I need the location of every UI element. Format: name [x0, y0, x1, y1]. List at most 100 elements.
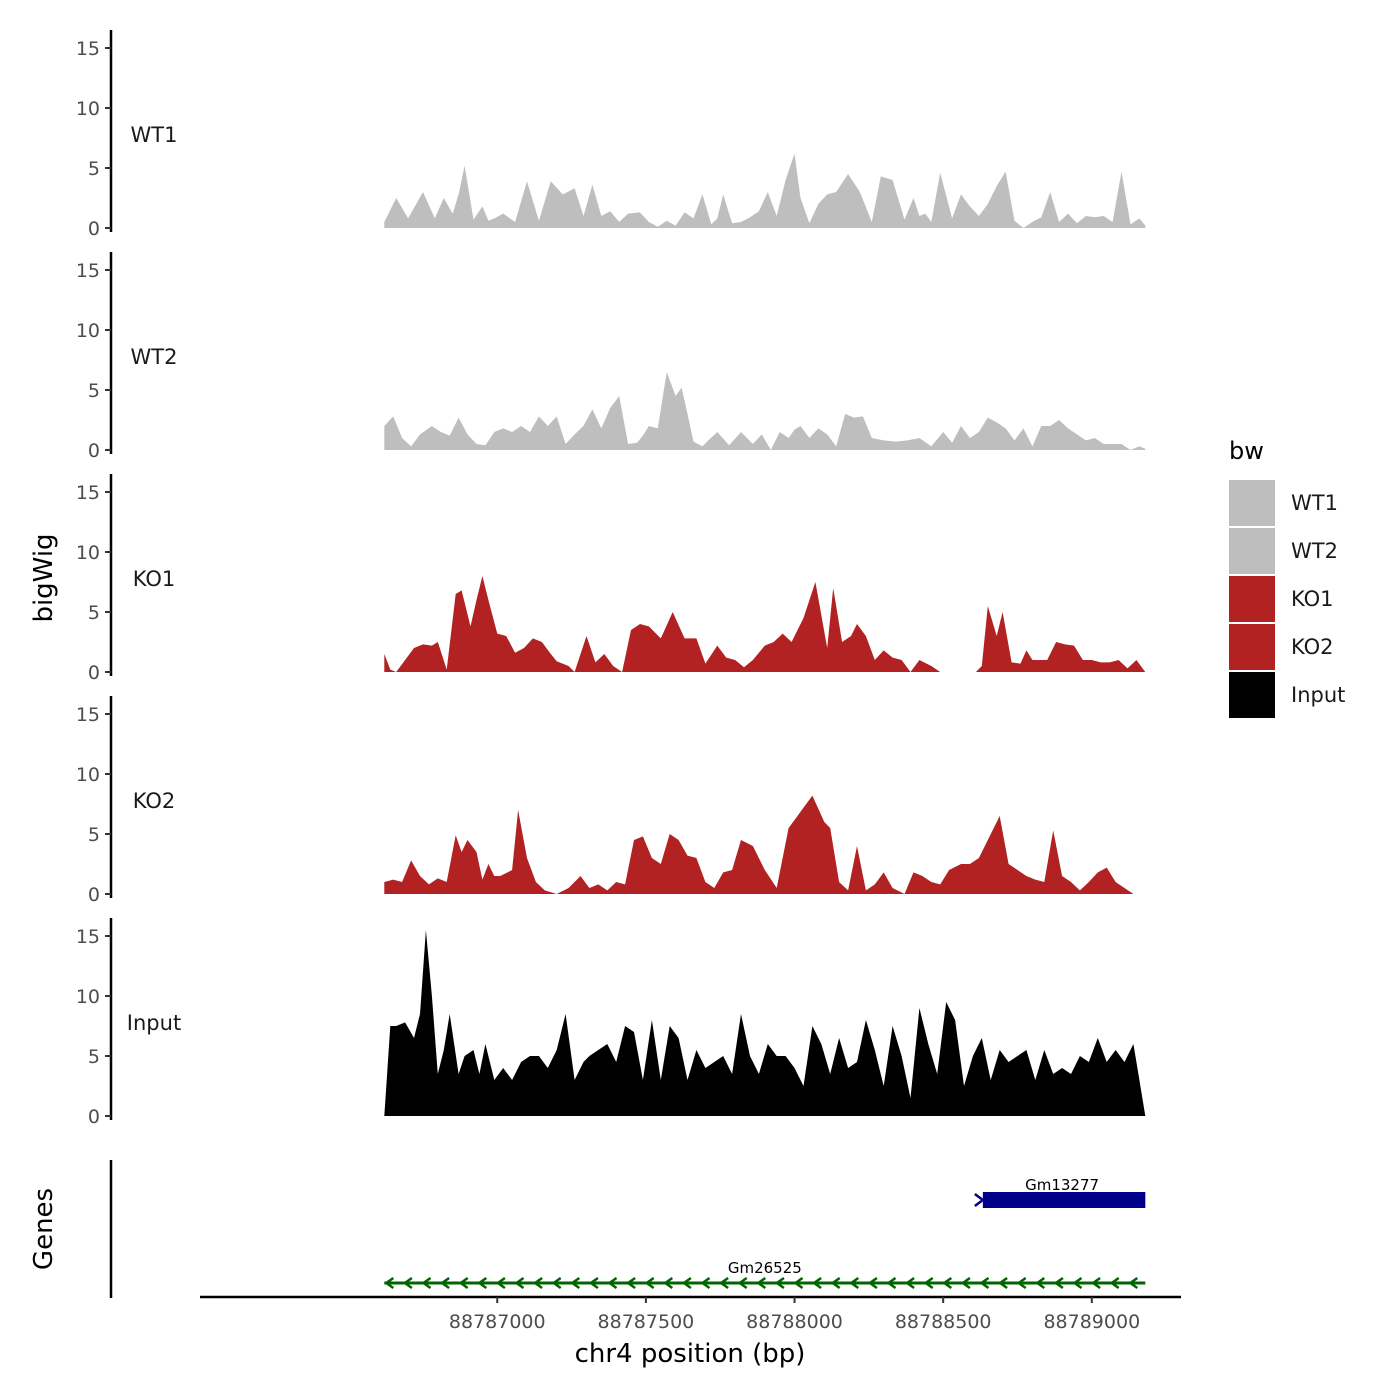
- x-tick-label: 88787500: [598, 1311, 695, 1333]
- strand-arrow: [532, 1276, 543, 1290]
- strand-arrow: [625, 1276, 636, 1290]
- strand-arrow: [793, 1276, 804, 1290]
- legend-label-input: Input: [1291, 683, 1345, 707]
- strand-arrow: [421, 1276, 432, 1290]
- legend-label-ko2: KO2: [1291, 635, 1334, 659]
- y-tick-label: 10: [76, 542, 100, 564]
- strand-arrow: [588, 1276, 599, 1290]
- strand-arrow: [644, 1276, 655, 1290]
- strand-arrow: [477, 1276, 488, 1290]
- strand-arrow: [811, 1276, 822, 1290]
- gene-gm26525: Gm26525: [384, 1259, 1146, 1290]
- legend-label-wt2: WT2: [1291, 539, 1338, 563]
- y-tick-label: 15: [76, 926, 100, 948]
- strand-arrow: [979, 1276, 990, 1290]
- gene-gm13277: Gm13277: [974, 1176, 1146, 1208]
- y-tick-label: 15: [76, 38, 100, 60]
- coverage-tracks: 0 5 10 15 WT1 0 5 10 15 WT2 0 5 10 15 KO1 0 5 10 15 KO2 0 5 10…: [76, 30, 1146, 1128]
- y-tick-label: 15: [76, 482, 100, 504]
- strand-arrow: [942, 1276, 953, 1290]
- strand-arrow: [960, 1276, 971, 1290]
- coverage-area-input: [384, 930, 1146, 1116]
- x-tick-label: 88788500: [895, 1311, 992, 1333]
- track-label: KO2: [133, 789, 176, 813]
- strand-arrow: [997, 1276, 1008, 1290]
- strand-arrow: [458, 1276, 469, 1290]
- legend-swatch-wt2: [1229, 528, 1275, 574]
- strand-arrow: [904, 1276, 915, 1290]
- coverage-area-wt2: [384, 372, 1146, 450]
- y-tick-label: 0: [88, 662, 100, 684]
- strand-arrow: [514, 1276, 525, 1290]
- x-tick-label: 88787000: [449, 1311, 546, 1333]
- track-label: Input: [127, 1011, 181, 1035]
- coverage-area-wt1: [384, 153, 1146, 228]
- strand-arrow: [1090, 1276, 1101, 1290]
- legend-swatch-ko1: [1229, 576, 1275, 622]
- y-tick-label: 10: [76, 986, 100, 1008]
- strand-arrow: [718, 1276, 729, 1290]
- x-tick-label: 88789000: [1043, 1311, 1140, 1333]
- track-ko2: 0 5 10 15 KO2: [76, 696, 1134, 906]
- strand-arrow: [737, 1276, 748, 1290]
- strand-arrow: [1072, 1276, 1083, 1290]
- gene-body: [982, 1192, 1146, 1208]
- y-tick-label: 0: [88, 1106, 100, 1128]
- genes-axis-title: Genes: [29, 1188, 59, 1270]
- gene-label: Gm26525: [728, 1259, 802, 1277]
- coverage-area-ko1: [384, 576, 1146, 672]
- y-tick-label: 5: [88, 158, 100, 180]
- track-ko1: 0 5 10 15 KO1: [76, 474, 1146, 684]
- y-tick-label: 0: [88, 440, 100, 462]
- strand-arrow: [974, 1193, 985, 1207]
- y-tick-label: 5: [88, 1046, 100, 1068]
- strand-arrow: [402, 1276, 413, 1290]
- y-tick-label: 0: [88, 218, 100, 240]
- strand-arrow: [1035, 1276, 1046, 1290]
- y-tick-label: 10: [76, 98, 100, 120]
- strand-arrow: [663, 1276, 674, 1290]
- y-tick-label: 5: [88, 380, 100, 402]
- track-label: WT1: [131, 123, 178, 147]
- strand-arrow: [551, 1276, 562, 1290]
- legend-title: bw: [1229, 437, 1264, 465]
- legend-swatch-ko2: [1229, 624, 1275, 670]
- y-tick-label: 5: [88, 602, 100, 624]
- strand-arrow: [439, 1276, 450, 1290]
- strand-arrow: [681, 1276, 692, 1290]
- x-axis: 88787000 88787500 88788000 88788500 88789000: [200, 1295, 1181, 1333]
- legend-swatch-wt1: [1229, 480, 1275, 526]
- legend-swatch-input: [1229, 672, 1275, 718]
- legend-label-ko1: KO1: [1291, 587, 1334, 611]
- strand-arrow: [495, 1276, 506, 1290]
- strand-arrow: [830, 1276, 841, 1290]
- strand-arrow: [756, 1276, 767, 1290]
- gene-label: Gm13277: [1025, 1176, 1099, 1194]
- y-tick-label: 10: [76, 320, 100, 342]
- strand-arrow: [1016, 1276, 1027, 1290]
- strand-arrow: [607, 1276, 618, 1290]
- strand-arrow: [570, 1276, 581, 1290]
- coverage-area-ko2: [384, 795, 1134, 894]
- strand-arrow: [1053, 1276, 1064, 1290]
- strand-arrow: [867, 1276, 878, 1290]
- y-axis-title: bigWig: [29, 533, 59, 622]
- track-wt1: 0 5 10 15 WT1: [76, 30, 1146, 240]
- y-tick-label: 15: [76, 704, 100, 726]
- legend: bw WT1 WT2 KO1 KO2 Input: [1229, 437, 1345, 718]
- track-wt2: 0 5 10 15 WT2: [76, 252, 1146, 462]
- track-label: WT2: [131, 345, 178, 369]
- track-input: 0 5 10 15 Input: [76, 918, 1146, 1128]
- track-label: KO1: [133, 567, 176, 591]
- strand-arrow: [700, 1276, 711, 1290]
- gene-track: Gm13277 Gm26525: [109, 1160, 1146, 1298]
- strand-arrow: [886, 1276, 897, 1290]
- y-tick-label: 15: [76, 260, 100, 282]
- strand-arrow: [849, 1276, 860, 1290]
- y-tick-label: 10: [76, 764, 100, 786]
- legend-label-wt1: WT1: [1291, 491, 1338, 515]
- y-tick-label: 5: [88, 824, 100, 846]
- strand-arrow: [1128, 1276, 1139, 1290]
